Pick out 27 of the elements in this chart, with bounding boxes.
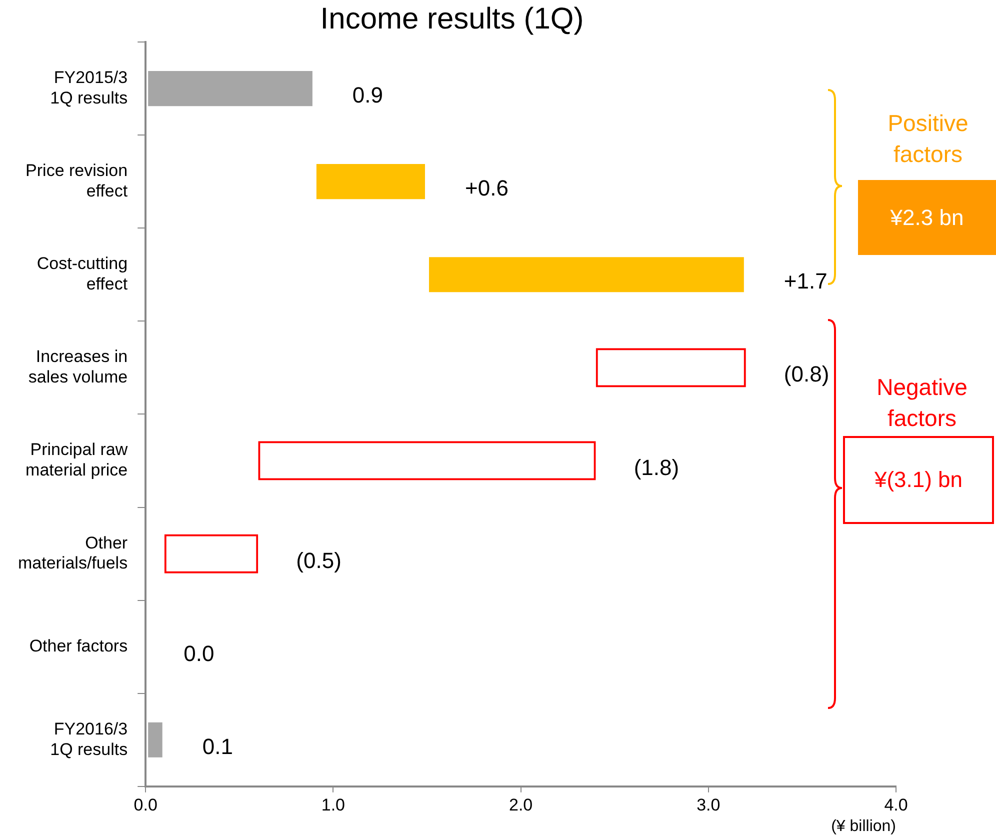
data-label: 0.0 [184, 640, 214, 666]
x-axis-title: (¥ billion) [831, 818, 896, 835]
x-tick-label: 4.0 [884, 795, 908, 814]
data-label: 0.9 [352, 82, 384, 108]
data-label: (1.8) [634, 454, 680, 480]
x-tick-label: 1.0 [321, 795, 346, 814]
x-tick-label: 0.0 [134, 795, 158, 814]
y-tick-label: FY2015/3 1Q results [50, 68, 128, 108]
x-tick-label: 2.0 [508, 795, 533, 814]
y-tick-label: Increases in sales volume [28, 347, 128, 387]
y-tick-label: Other factors [29, 636, 128, 656]
y-tick-label: FY2016/3 1Q results [50, 719, 128, 759]
chart-title: Income results (1Q) [320, 2, 584, 36]
annotation: ¥2.3 bn [858, 180, 996, 255]
y-tick-label: Cost-cutting effect [36, 254, 128, 294]
annotation: Positive factors [886, 109, 970, 169]
data-label: 0.1 [202, 734, 233, 759]
annotation: ¥(3.1) bn [843, 436, 994, 524]
y-tick-label: Principal raw material price [26, 440, 128, 480]
annotation: Negative factors [876, 373, 968, 433]
data-label: (0.8) [784, 362, 830, 387]
x-tick-label: 3.0 [696, 795, 720, 814]
data-label: +0.6 [464, 176, 508, 201]
data-label: (0.5) [296, 548, 342, 573]
y-tick-label: Price revision effect [26, 161, 128, 200]
y-tick-label: Other materials/fuels [18, 533, 128, 573]
data-label: +1.7 [784, 268, 828, 294]
